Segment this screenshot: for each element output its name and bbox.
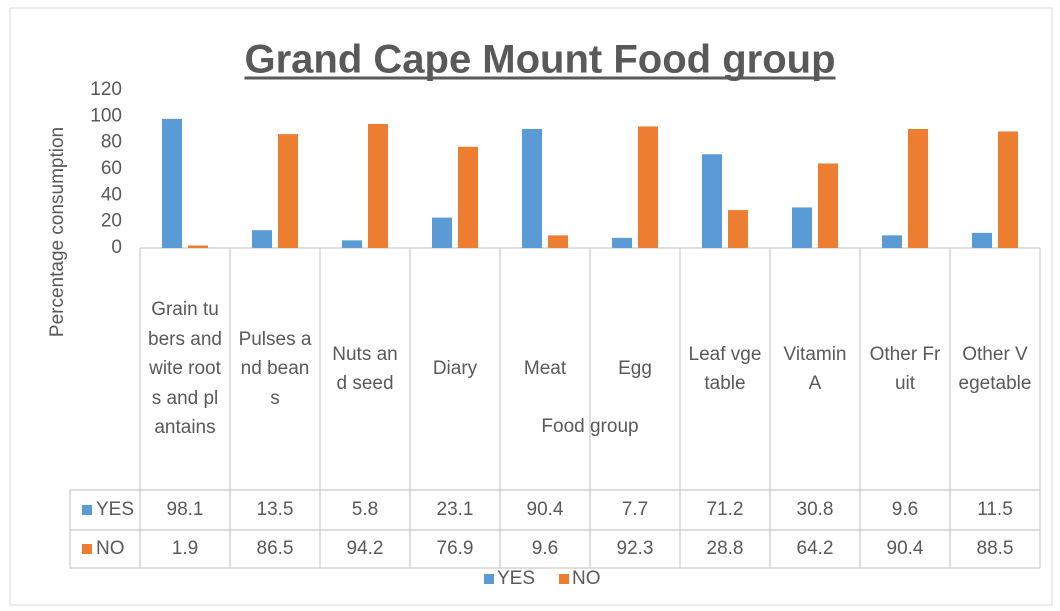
bar [818,163,838,248]
table-cell: 71.2 [707,499,744,520]
legend-label: NO [572,568,601,589]
table-cell: 64.2 [797,538,834,559]
bar [342,240,362,248]
bar [162,118,182,249]
bar [792,207,812,248]
y-tick-label: 100 [90,105,122,126]
table-cell: 23.1 [437,499,474,520]
x-tick-label: Vitamin A [783,343,847,395]
bar [548,235,568,248]
bar [882,235,902,248]
y-tick-label: 40 [101,184,122,205]
table-row-header: YES [96,499,134,520]
y-tick-label: 80 [101,132,122,153]
y-tick-label: 120 [90,79,122,100]
table-cell: 90.4 [527,499,564,520]
x-axis-title: Food group [541,416,638,437]
x-tick-label: Egg [618,358,652,380]
bar [702,154,722,248]
y-tick-label: 60 [101,158,122,179]
table-cell: 7.7 [622,499,648,520]
y-tick-label: 20 [101,211,122,232]
table-cell: 88.5 [977,538,1014,559]
table-cell: 28.8 [707,538,744,559]
legend-key [559,574,569,584]
bar [368,123,388,248]
bar [728,210,748,248]
x-tick-label: Diary [432,358,478,380]
bar [612,237,632,248]
x-tick-label: Nuts and seed [332,343,398,395]
chart-title: Grand Cape Mount Food group [244,38,835,82]
table-cell: 98.1 [167,499,204,520]
y-axis-title: Percentage consumption [47,127,68,337]
table-cell: 92.3 [617,538,654,559]
table-cell: 11.5 [977,499,1013,520]
table-cell: 86.5 [257,538,294,559]
bar [522,128,542,248]
bar [638,126,658,248]
bar [432,217,452,248]
x-tick-label: Leaf vgetable [688,343,762,395]
table-row-header: NO [96,538,125,559]
y-tick-label: 0 [111,237,122,258]
table-cell: 5.8 [352,499,378,520]
x-tick-label: Meat [523,358,567,380]
bar [972,232,992,248]
table-cell: 94.2 [347,538,384,559]
x-tick-label: Other Fruit [869,343,941,395]
bar [458,146,478,248]
table-cell: 76.9 [437,538,474,559]
bar [278,134,298,248]
bar [188,245,208,248]
chart-border [9,7,1053,606]
table-legend-key [82,544,92,554]
x-tick-label: Other Vegetable [958,343,1032,395]
table-cell: 30.8 [797,499,834,520]
table-cell: 9.6 [892,499,918,520]
table-cell: 9.6 [532,538,558,559]
table-cell: 13.5 [257,499,294,520]
x-tick-label: Grain tubers and wite roots and plantain… [148,299,222,439]
table-cell: 1.9 [172,538,198,559]
legend-label: YES [497,568,535,589]
table-legend-key [82,505,92,515]
bar [998,131,1018,248]
bar [252,230,272,248]
table-cell: 90.4 [887,538,924,559]
bar [908,128,928,248]
x-tick-label: Pulses and beans [238,328,312,409]
legend-key [484,574,494,584]
